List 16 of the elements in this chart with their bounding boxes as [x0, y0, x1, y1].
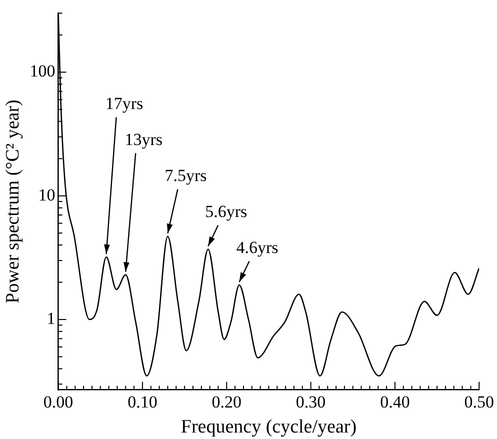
y-axis-title: Power spectrum (°C² year) — [2, 100, 24, 304]
annotation: 7.5yrs — [164, 166, 207, 186]
annotation: 17yrs — [105, 94, 144, 114]
annotation: 5.6yrs — [205, 202, 248, 222]
x-tick-label: 0.00 — [43, 392, 74, 412]
y-tick-label: 100 — [30, 62, 56, 81]
x-tick-label: 0.40 — [380, 392, 410, 412]
x-tick-label: 0.30 — [296, 392, 326, 412]
annotation: 13yrs — [124, 130, 163, 150]
x-tick-label: 0.10 — [128, 392, 158, 412]
x-tick-label: 0.50 — [464, 392, 494, 412]
x-tick-label: 0.20 — [212, 392, 242, 412]
y-tick-label: 10 — [38, 185, 56, 204]
y-tick-label: 1 — [46, 308, 56, 328]
x-axis-title: Frequency (cycle/year) — [180, 416, 357, 438]
annotation: 4.6yrs — [236, 238, 278, 258]
